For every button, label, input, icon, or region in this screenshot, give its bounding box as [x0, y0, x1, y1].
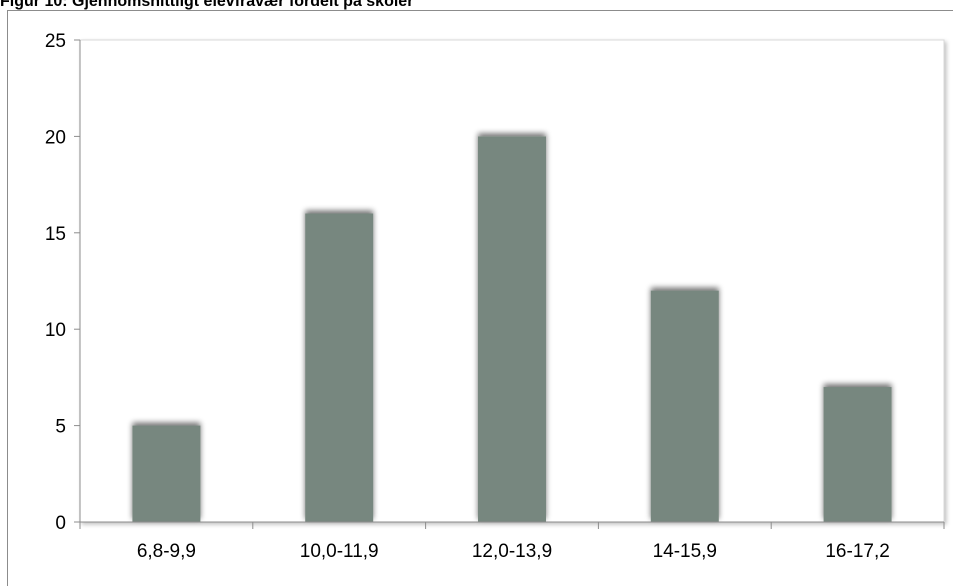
bar-12,0-13,9: [478, 136, 546, 522]
y-tick-label: 25: [45, 31, 66, 52]
bar-10,0-11,9: [305, 213, 374, 522]
x-tick-label: 16-17,2: [825, 541, 889, 562]
bar-6,8-9,9: [132, 425, 201, 522]
y-tick-label: 15: [45, 224, 66, 245]
bar-14-15,9: [650, 290, 719, 522]
y-tick-label: 0: [55, 513, 66, 534]
x-tick-label: 14-15,9: [653, 541, 717, 562]
x-tick-label: 10,0-11,9: [300, 541, 379, 562]
chart-frame: [7, 10, 953, 586]
x-tick-label: 12,0-13,9: [472, 541, 552, 562]
y-tick-label: 10: [45, 320, 66, 341]
y-tick-label: 20: [45, 127, 66, 148]
x-tick-label: 6,8-9,9: [137, 541, 196, 562]
figure-caption: Figur 10: Gjennomsnittligt elevfravær fo…: [0, 0, 414, 10]
bar-16-17,2: [823, 387, 892, 522]
y-tick-label: 5: [55, 417, 66, 438]
